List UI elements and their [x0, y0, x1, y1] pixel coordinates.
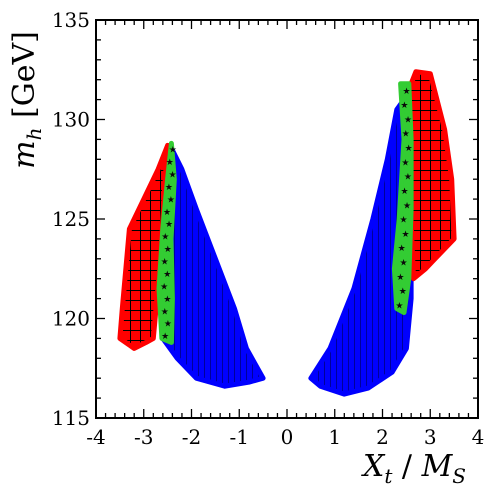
tick-labels: -4 -3 -2 -1 0 1 2 3 4 115 120 125 130 135	[52, 8, 485, 449]
star-marker: ★	[163, 207, 171, 217]
star-marker: ★	[405, 143, 413, 153]
x-tick-label: 3	[424, 425, 437, 449]
star-marker: ★	[404, 114, 412, 124]
series-2-region-0	[156, 140, 177, 345]
star-marker: ★	[161, 257, 169, 267]
star-marker: ★	[163, 294, 171, 304]
y-tick-label: 115	[52, 406, 90, 430]
star-marker: ★	[163, 269, 171, 279]
star-marker: ★	[161, 232, 169, 242]
data-regions	[117, 69, 457, 397]
star-marker: ★	[401, 229, 409, 239]
x-tick-label: 4	[472, 425, 485, 449]
axis-ticks	[95, 19, 479, 419]
x-tick-label: 1	[328, 425, 341, 449]
star-marker: ★	[400, 100, 408, 110]
star-marker: ★	[166, 157, 174, 167]
star-marker: ★	[167, 194, 175, 204]
x-tick-label: -1	[230, 425, 249, 449]
y-tick-label: 125	[52, 207, 90, 231]
star-marker: ★	[164, 244, 172, 254]
star-marker: ★	[401, 157, 409, 167]
star-marker: ★	[398, 243, 406, 253]
star-marker: ★	[161, 306, 169, 316]
y-tick-label: 135	[52, 8, 90, 32]
y-tick-label: 120	[52, 307, 90, 331]
y-axis-label: mh [GeV]	[7, 31, 46, 169]
series-2-region-1	[391, 81, 414, 315]
star-marker: ★	[168, 170, 176, 180]
x-tick-label: -3	[134, 425, 153, 449]
star-marker: ★	[403, 200, 411, 210]
x-tick-label: 2	[376, 425, 389, 449]
star-marker: ★	[395, 300, 403, 310]
star-marker: ★	[399, 215, 407, 225]
star-marker: ★	[402, 129, 410, 139]
star-marker: ★	[402, 86, 410, 96]
x-tick-label: -4	[86, 425, 105, 449]
star-marker: ★	[400, 258, 408, 268]
star-marker: ★	[399, 286, 407, 296]
star-marker: ★	[169, 145, 177, 155]
series-1-region-1	[406, 69, 457, 282]
x-tick-label: 0	[281, 425, 294, 449]
star-marker: ★	[160, 281, 168, 291]
x-axis-label: Xt / MS	[361, 449, 466, 488]
star-marker: ★	[396, 272, 404, 282]
y-tick-label: 130	[52, 108, 90, 132]
x-tick-label: -2	[182, 425, 201, 449]
star-marker: ★	[164, 319, 172, 329]
star-marker: ★	[165, 182, 173, 192]
star-markers: ★ ★ ★ ★ ★ ★ ★ ★ ★ ★ ★ ★ ★ ★ ★ ★ ★ ★ ★ ★ ★ ★ ★ ★ ★ ★ ★ ★ ★ ★ ★ ★	[160, 86, 413, 341]
star-marker: ★	[404, 172, 412, 182]
star-marker: ★	[165, 219, 173, 229]
star-marker: ★	[401, 186, 409, 196]
star-marker: ★	[161, 331, 169, 341]
